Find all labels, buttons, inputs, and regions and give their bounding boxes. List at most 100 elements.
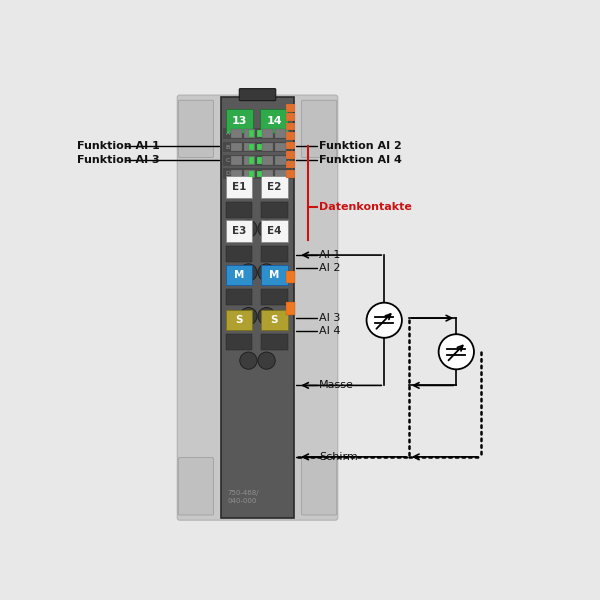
Text: M: M <box>234 270 244 280</box>
Text: D: D <box>226 172 230 176</box>
Text: F: F <box>286 145 289 149</box>
Bar <box>231 143 242 151</box>
Bar <box>275 170 286 178</box>
Bar <box>261 289 288 305</box>
Text: Funktion AI 3: Funktion AI 3 <box>77 155 160 164</box>
Bar <box>226 246 253 262</box>
Text: M: M <box>269 270 280 280</box>
Circle shape <box>240 308 257 325</box>
Bar <box>286 104 295 112</box>
Bar <box>223 155 292 166</box>
Bar <box>286 113 295 121</box>
Text: G: G <box>284 158 289 163</box>
Text: Funktion AI 4: Funktion AI 4 <box>319 155 402 164</box>
Bar <box>275 130 286 137</box>
Text: AI 1: AI 1 <box>319 250 341 260</box>
Bar <box>275 143 286 151</box>
Circle shape <box>240 220 257 238</box>
Circle shape <box>258 264 275 281</box>
Bar <box>257 130 262 137</box>
Text: 750-468/
040-000: 750-468/ 040-000 <box>227 490 259 504</box>
Text: Funktion AI 2: Funktion AI 2 <box>319 141 402 151</box>
Circle shape <box>439 334 474 370</box>
Bar <box>286 271 295 283</box>
Bar <box>244 170 256 178</box>
Bar <box>249 170 254 177</box>
FancyBboxPatch shape <box>301 100 337 158</box>
Bar <box>261 310 288 330</box>
Bar <box>257 157 262 164</box>
Bar <box>226 220 253 242</box>
Bar <box>286 151 295 159</box>
Circle shape <box>258 220 275 238</box>
Bar <box>286 161 295 168</box>
Text: S: S <box>235 314 243 325</box>
Bar <box>257 144 262 150</box>
Bar <box>286 123 295 130</box>
Bar <box>257 170 262 177</box>
Circle shape <box>240 264 257 281</box>
Text: E: E <box>286 131 289 136</box>
Text: E1: E1 <box>232 182 247 192</box>
Text: E4: E4 <box>267 226 282 236</box>
Bar <box>261 334 288 350</box>
Bar <box>249 144 254 150</box>
Bar <box>231 157 242 164</box>
Bar <box>261 176 288 198</box>
Bar <box>261 265 288 285</box>
Text: Masse: Masse <box>319 380 354 391</box>
FancyBboxPatch shape <box>301 458 337 515</box>
Bar <box>226 265 253 285</box>
Bar <box>231 170 242 178</box>
Text: AI 3: AI 3 <box>319 313 341 323</box>
Bar <box>262 130 273 137</box>
Text: H: H <box>284 172 289 176</box>
Bar <box>261 202 288 218</box>
Text: Schirm: Schirm <box>319 452 358 462</box>
Bar <box>262 170 273 178</box>
Circle shape <box>240 352 257 369</box>
Bar <box>286 170 295 178</box>
Bar <box>226 109 253 133</box>
Bar <box>262 157 273 164</box>
Bar <box>226 176 253 198</box>
Bar <box>275 157 286 164</box>
Text: AI 4: AI 4 <box>319 326 341 336</box>
Bar <box>231 130 242 137</box>
Bar <box>226 289 253 305</box>
Bar <box>262 143 273 151</box>
Text: AI 2: AI 2 <box>319 263 341 272</box>
Bar <box>261 246 288 262</box>
Bar <box>286 302 295 314</box>
Text: B: B <box>226 145 230 149</box>
Text: A: A <box>226 131 230 136</box>
Bar <box>226 310 253 330</box>
Bar <box>221 97 293 518</box>
Bar <box>286 142 295 149</box>
Text: Datenkontakte: Datenkontakte <box>319 202 412 212</box>
Text: S: S <box>271 314 278 325</box>
Text: 14: 14 <box>266 116 282 126</box>
FancyBboxPatch shape <box>178 458 214 515</box>
Circle shape <box>258 308 275 325</box>
Bar <box>226 202 253 218</box>
Bar <box>286 133 295 140</box>
FancyBboxPatch shape <box>178 100 214 158</box>
Bar <box>244 143 256 151</box>
Bar <box>260 109 288 133</box>
Bar <box>244 130 256 137</box>
Text: C: C <box>226 158 230 163</box>
FancyBboxPatch shape <box>239 89 276 101</box>
Bar <box>223 142 292 152</box>
Text: E3: E3 <box>232 226 247 236</box>
Bar <box>249 130 254 137</box>
Circle shape <box>367 302 402 338</box>
Text: E2: E2 <box>267 182 281 192</box>
Bar <box>223 169 292 179</box>
Bar <box>249 157 254 164</box>
Bar <box>261 220 288 242</box>
Bar <box>223 128 292 139</box>
Bar <box>244 157 256 164</box>
Text: 13: 13 <box>232 116 247 126</box>
Bar <box>226 334 253 350</box>
